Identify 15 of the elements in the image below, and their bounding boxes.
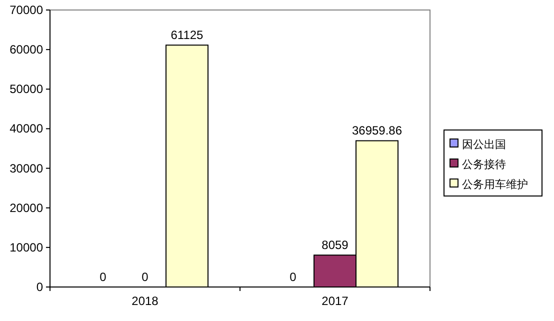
y-tick-label: 0 (36, 280, 44, 294)
text: 61125 (170, 28, 204, 42)
text: 36959.86 (352, 124, 402, 138)
y-tick-label: 10000 (10, 240, 44, 254)
legend-label: 因公出国 (462, 138, 506, 151)
y-tick-label: 60000 (10, 42, 44, 57)
y-tick-label: 70000 (10, 3, 44, 17)
x-tick-label: 2018 (132, 294, 159, 308)
y-tick-label: 20000 (10, 200, 44, 215)
y-tick-label: 50000 (10, 82, 44, 96)
x-tick-label: 2017 (322, 294, 349, 308)
legend-label: 公务接待 (462, 158, 506, 171)
legend-label: 公务用车维护 (462, 178, 528, 191)
y-tick-label: 30000 (10, 161, 44, 176)
y-tick-label: 40000 (10, 122, 44, 136)
